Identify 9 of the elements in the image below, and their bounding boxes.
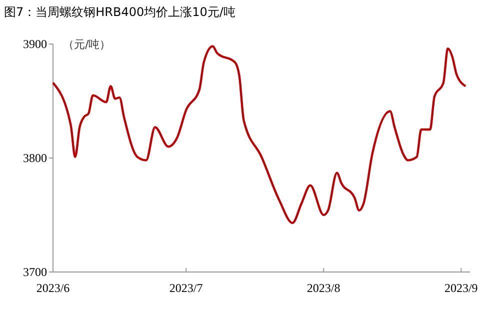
chart-title: 图7：当周螺纹钢HRB400均价上涨10元/吨 bbox=[4, 5, 236, 19]
x-tick-label: 2023/7 bbox=[169, 281, 203, 295]
x-tick-label: 2023/9 bbox=[444, 281, 478, 295]
y-tick-label: 3900 bbox=[23, 37, 47, 52]
x-tick-label: 2023/8 bbox=[306, 281, 340, 295]
y-tick-label: 3700 bbox=[23, 265, 47, 280]
y-axis-title: （元/吨） bbox=[63, 38, 111, 51]
y-tick-label: 3800 bbox=[23, 151, 47, 166]
x-tick-label: 2023/6 bbox=[36, 281, 70, 295]
